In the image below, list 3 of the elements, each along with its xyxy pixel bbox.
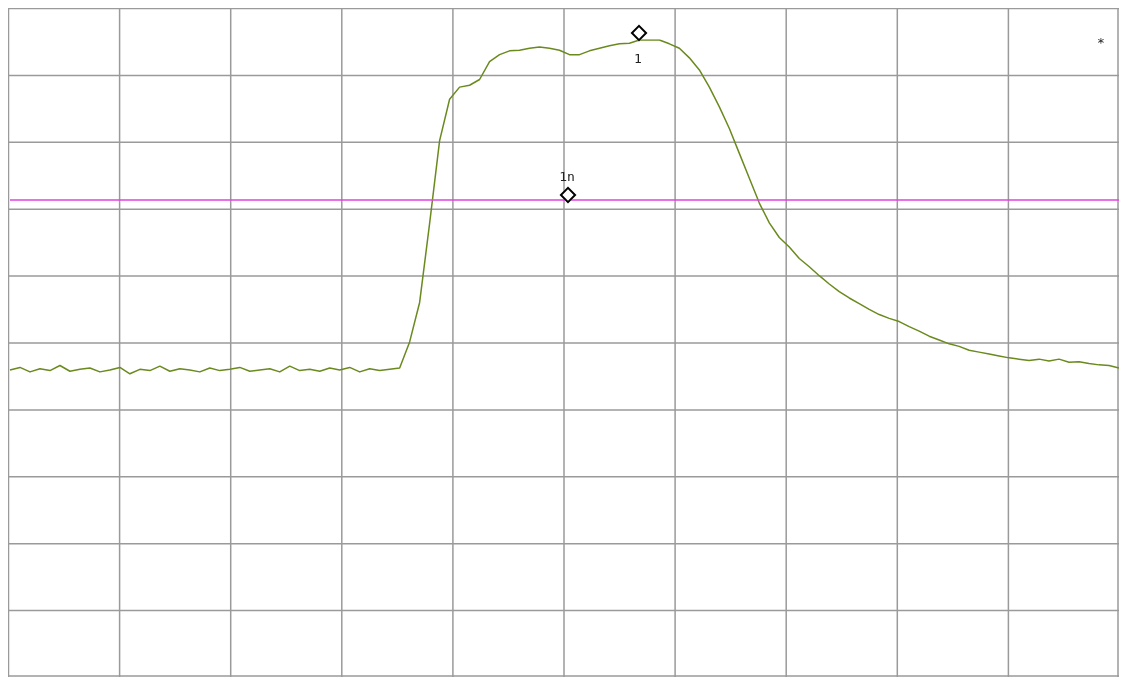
annotation: * — [1097, 34, 1105, 50]
annotation: 1n — [559, 168, 575, 184]
annotation: 1 — [634, 50, 642, 66]
